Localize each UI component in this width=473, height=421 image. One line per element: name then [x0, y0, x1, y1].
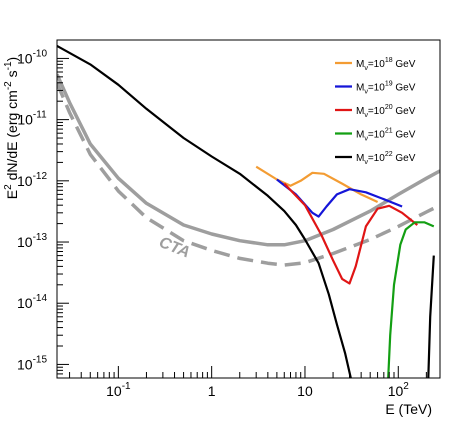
x-tick-label: 10-1 — [106, 381, 131, 399]
y-axis-label: E2 dN/dE (erg cm-2 s-1) — [3, 57, 20, 199]
plot-frame — [56, 39, 441, 379]
y-tick-label: 10-13 — [17, 232, 47, 250]
legend-label: Mν=1021 GeV — [356, 128, 416, 143]
cta-annotation: CTA — [157, 234, 193, 262]
x-axis-label: E (TeV) — [385, 401, 432, 417]
series-line-20 — [283, 182, 418, 285]
legend-label: Mν=1019 GeV — [356, 81, 416, 96]
cta-sensitivity-solid — [57, 73, 440, 247]
axis-ticks — [57, 39, 427, 379]
x-tick-label: 10 — [297, 383, 313, 399]
cta-sensitivity-dashed — [57, 82, 440, 267]
series-line-18 — [255, 165, 379, 203]
legend-label: Mν=1022 GeV — [356, 151, 416, 166]
series-line-19 — [276, 178, 403, 218]
y-tick-label: 10-14 — [17, 293, 47, 311]
series-tail-22 — [427, 255, 435, 378]
x-tick-label: 102 — [388, 381, 410, 399]
y-tick-label: 10-10 — [17, 48, 47, 66]
y-tick-label: 10-15 — [17, 354, 47, 372]
legend-label: Mν=1018 GeV — [356, 57, 416, 72]
series-line-21 — [387, 221, 435, 378]
series-line-22 — [57, 44, 352, 378]
curves-layer — [57, 44, 440, 378]
x-tick-label: 1 — [208, 383, 216, 399]
legend-label: Mν=1020 GeV — [356, 104, 416, 119]
legend: Mν=1018 GeV Mν=1019 GeV Mν=1020 GeV Mν=1021… — [335, 57, 416, 166]
y-tick-label: 10-12 — [17, 171, 47, 189]
y-tick-label: 10-11 — [17, 110, 47, 128]
